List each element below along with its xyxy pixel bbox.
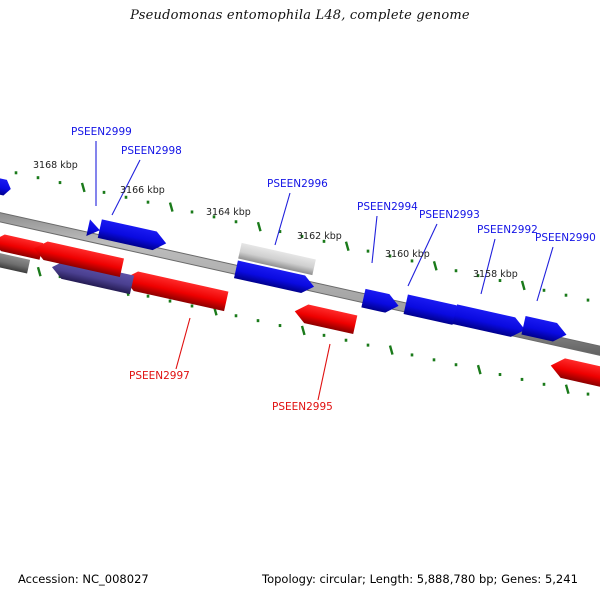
ruler-coordinate-label: 3158 kbp — [473, 269, 518, 280]
ruler-coordinate-label: 3162 kbp — [297, 231, 342, 242]
gene-feature[interactable] — [293, 302, 358, 335]
ruler-major-tick — [344, 241, 350, 252]
genome-stats-text: Topology: circular; Length: 5,888,780 bp… — [262, 572, 578, 586]
leader-line — [371, 215, 378, 264]
gene-label-pseen2992[interactable]: PSEEN2992 — [477, 224, 538, 236]
ruler-coordinate-label: 3160 kbp — [385, 249, 430, 260]
gene-feature[interactable] — [0, 252, 31, 274]
leader-line — [536, 246, 554, 302]
ruler-major-tick — [476, 364, 482, 375]
gene-feature[interactable] — [521, 315, 568, 344]
gene-feature[interactable] — [97, 219, 169, 252]
gene-label-pseen2995[interactable]: PSEEN2995 — [272, 401, 333, 413]
leader-line — [480, 238, 496, 295]
ruler-major-tick — [36, 266, 42, 277]
leader-line — [407, 223, 438, 287]
gene-label-pseen2994[interactable]: PSEEN2994 — [357, 201, 418, 213]
gene-feature[interactable] — [234, 260, 316, 296]
leader-line — [317, 343, 331, 401]
ruler-coordinate-labels: 3168 kbp 3166 kbp 3164 kbp 3162 kbp 3160 kbp… — [33, 160, 518, 280]
ruler-coordinate-label: 3164 kbp — [206, 207, 251, 218]
gene-feature[interactable] — [238, 242, 316, 276]
page-title: Pseudomonas entomophila L48, complete ge… — [130, 8, 470, 23]
ruler-coordinate-label: 3166 kbp — [120, 185, 165, 196]
gene-features[interactable] — [0, 177, 600, 389]
leader-line — [175, 317, 191, 370]
leader-line — [274, 192, 291, 246]
ruler-major-tick — [168, 202, 174, 212]
gene-feature[interactable] — [50, 258, 135, 295]
label-leader-lines — [95, 141, 554, 401]
ruler-major-tick — [300, 325, 306, 336]
accession-text: Accession: NC_008027 — [18, 572, 149, 586]
gene-label-pseen2997[interactable]: PSEEN2997 — [129, 370, 190, 382]
gene-feature[interactable] — [403, 294, 469, 328]
gene-feature[interactable] — [122, 269, 229, 312]
gene-feature[interactable] — [86, 219, 101, 238]
gene-label-pseen2998[interactable]: PSEEN2998 — [121, 145, 182, 157]
gene-label-pseen2996[interactable]: PSEEN2996 — [267, 178, 328, 190]
ruler-major-tick — [564, 384, 570, 395]
ruler-major-tick — [256, 221, 262, 232]
gene-feature[interactable] — [0, 232, 44, 260]
gene-feature[interactable] — [32, 239, 124, 278]
ruler-major-tick — [432, 261, 438, 271]
gene-feature[interactable] — [361, 288, 400, 315]
ruler-major-tick — [388, 345, 394, 355]
ruler-major-tick — [80, 182, 86, 193]
gene-name-labels[interactable]: PSEEN2999PSEEN2998PSEEN2996PSEEN2994PSEE… — [71, 126, 596, 413]
gene-feature[interactable] — [549, 356, 600, 389]
gene-label-pseen2993[interactable]: PSEEN2993 — [419, 209, 480, 221]
ruler-major-tick — [520, 280, 526, 291]
ruler-ticks-top — [14, 171, 590, 302]
gene-label-pseen2999[interactable]: PSEEN2999 — [71, 126, 132, 138]
gene-feature[interactable] — [452, 304, 528, 339]
gene-feature[interactable] — [0, 177, 13, 197]
leader-line — [111, 159, 141, 216]
ruler-coordinate-label: 3168 kbp — [33, 160, 78, 171]
gene-label-pseen2990[interactable]: PSEEN2990 — [535, 232, 596, 244]
